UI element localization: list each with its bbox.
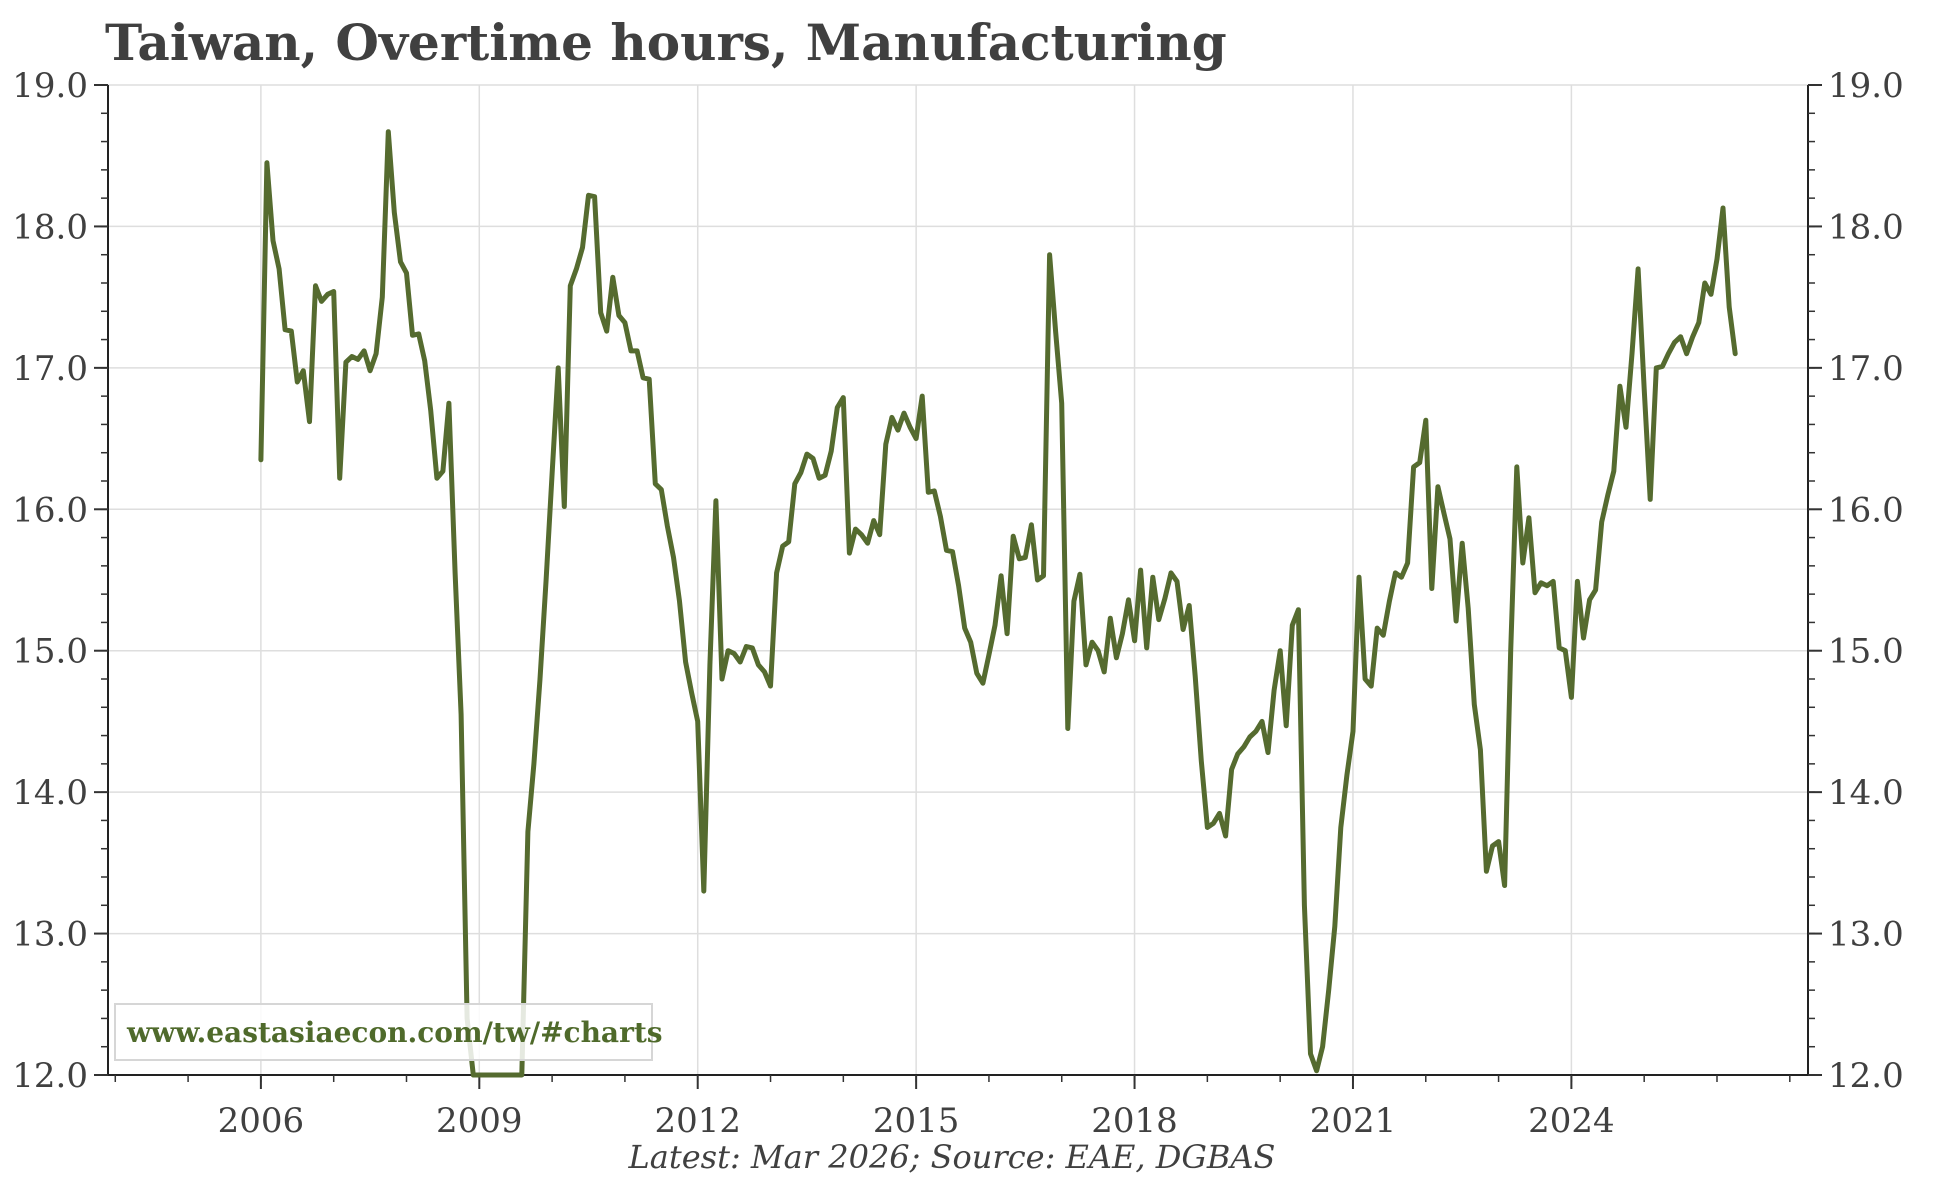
series-line-0 [258,129,1738,1078]
y-tick-label-right: 19.0 [1828,66,1904,106]
watermark-box [114,1003,653,1061]
x-tick-label: 2021 [1310,1101,1397,1141]
tick-layer: 12.0 12.0 13.0 13.0 14.0 14.0 15.0 15.0 16.0 16.0… [12,66,1903,1141]
x-tick-label: 2006 [218,1101,305,1141]
y-tick-label-right: 18.0 [1828,207,1904,247]
x-tick-label: 2009 [436,1101,523,1141]
y-tick-label-left: 13.0 [12,915,88,955]
y-tick-label-left: 17.0 [12,349,88,389]
y-tick-label-left: 12.0 [12,1056,88,1096]
plot-frame [107,85,1809,1076]
y-tick-label-right: 12.0 [1828,1056,1904,1096]
y-tick-label-right: 15.0 [1828,632,1904,672]
y-tick-label-left: 16.0 [12,490,88,530]
y-tick-label-left: 19.0 [12,66,88,106]
y-tick-label-left: 14.0 [12,773,88,813]
watermark-text: www.eastasiaecon.com/tw/#charts [126,1016,663,1049]
x-tick-label: 2012 [654,1101,741,1141]
y-tick-label-right: 14.0 [1828,773,1904,813]
grid-layer [108,84,1808,1076]
series-layer [258,129,1738,1078]
x-tick-label: 2018 [1091,1101,1178,1141]
y-tick-label-right: 16.0 [1828,490,1904,530]
y-tick-label-right: 17.0 [1828,349,1904,389]
x-tick-label: 2015 [873,1101,960,1141]
chart-title: Taiwan, Overtime hours, Manufacturing [105,13,1227,72]
watermark: www.eastasiaecon.com/tw/#charts [114,1003,663,1061]
y-tick-label-right: 13.0 [1828,915,1904,955]
y-tick-label-left: 15.0 [12,632,88,672]
y-tick-label-left: 18.0 [12,207,88,247]
x-tick-label: 2024 [1528,1101,1615,1141]
source-note: Latest: Mar 2026; Source: EAE, DGBAS [628,1138,1276,1176]
